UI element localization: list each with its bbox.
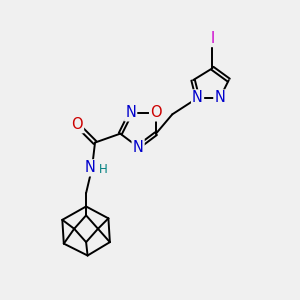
Text: N: N <box>133 140 143 154</box>
Text: N: N <box>214 91 225 106</box>
Text: O: O <box>71 117 83 132</box>
Text: O: O <box>150 105 162 120</box>
Text: I: I <box>210 31 214 46</box>
Text: N: N <box>85 160 96 175</box>
Text: H: H <box>99 163 108 176</box>
Text: N: N <box>192 91 203 106</box>
Text: N: N <box>125 105 136 120</box>
